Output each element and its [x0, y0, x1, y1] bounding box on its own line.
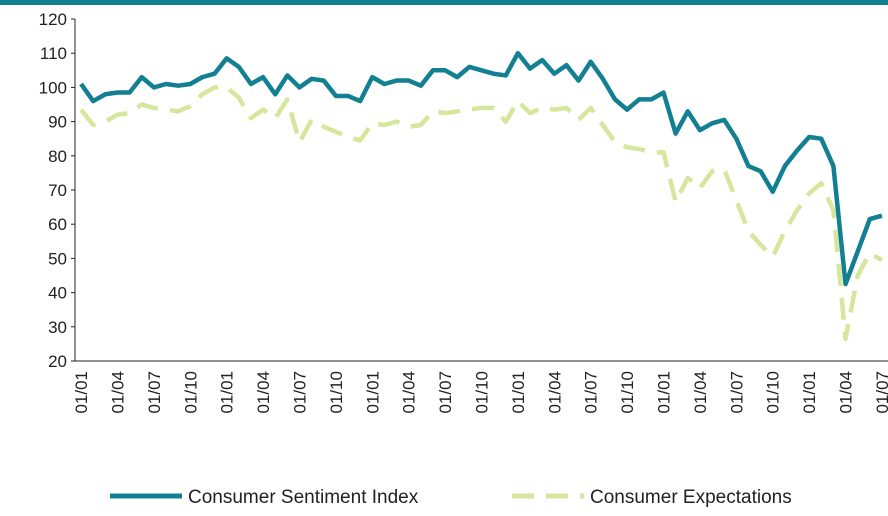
series-line — [79, 50, 883, 287]
x-tick-label: 01/10 — [181, 371, 200, 414]
x-tick-label: 01/04 — [545, 371, 564, 414]
x-tick-label: 01/04 — [400, 371, 419, 414]
x-tick-label: 01/01 — [218, 371, 237, 414]
x-tick-label: 01/01 — [509, 371, 528, 414]
x-tick-label: 01/07 — [436, 371, 455, 414]
y-tick-label: 80 — [48, 147, 67, 166]
x-tick-label: 01/01 — [72, 371, 91, 414]
x-tick-label: 01/01 — [800, 371, 819, 414]
x-tick-label: 01/10 — [473, 371, 492, 414]
x-tick-label: 01/01 — [363, 371, 382, 414]
x-tick-label: 01/10 — [327, 371, 346, 414]
x-tick-label: 01/10 — [618, 371, 637, 414]
x-tick-label: 01/04 — [254, 371, 273, 414]
legend-label: Consumer Sentiment Index — [188, 487, 419, 508]
y-tick-label: 20 — [48, 352, 67, 371]
y-tick-label: 70 — [48, 181, 67, 200]
x-tick-label: 01/07 — [145, 371, 164, 414]
x-tick-label: 01/07 — [727, 371, 746, 414]
x-tick-label: 01/04 — [691, 371, 710, 414]
x-tick-label: 01/07 — [582, 371, 601, 414]
top-bar — [0, 0, 888, 5]
x-tick-label: 01/04 — [108, 371, 127, 414]
x-tick-label: 01/10 — [764, 371, 783, 414]
y-tick-label: 30 — [48, 318, 67, 337]
series-line — [79, 85, 884, 342]
x-tick-label: 01/01 — [655, 371, 674, 414]
y-tick-label: 60 — [48, 215, 67, 234]
y-tick-label: 110 — [40, 44, 67, 63]
y-tick-label: 90 — [48, 113, 67, 132]
y-tick-label: 50 — [48, 249, 67, 268]
x-tick-label: 01/07 — [873, 371, 888, 414]
y-tick-label: 120 — [39, 10, 67, 29]
y-tick-label: 100 — [39, 78, 67, 97]
y-tick-label: 40 — [48, 284, 67, 303]
x-tick-label: 01/07 — [290, 371, 309, 414]
legend-label: Consumer Expectations — [590, 487, 792, 508]
x-tick-label: 01/04 — [837, 371, 856, 414]
